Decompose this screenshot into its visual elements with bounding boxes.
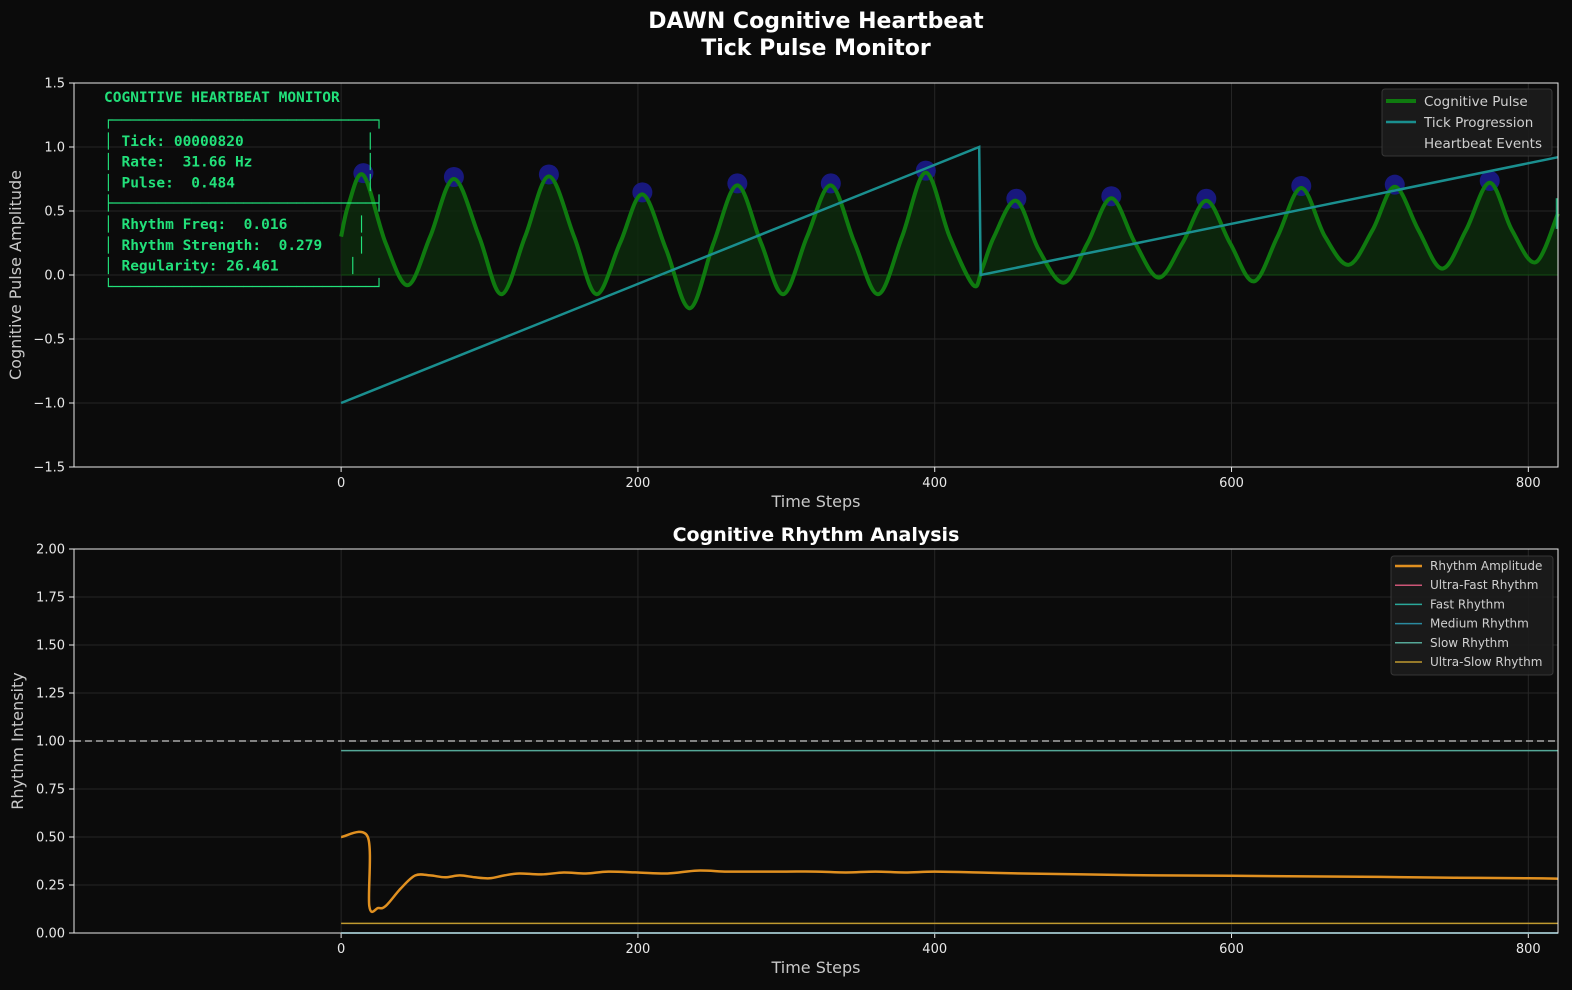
rhythm-legend-label: Ultra-Slow Rhythm: [1430, 655, 1542, 669]
rhythm-y-tick-label: 1.50: [36, 639, 65, 654]
rhythm-y-tick-label: 2.00: [36, 543, 65, 558]
pulse-plot-frame: [73, 82, 1559, 468]
pulse-y-tick-label: −0.5: [33, 333, 65, 348]
rhythm-legend-label: Fast Rhythm: [1430, 597, 1505, 611]
monitor-line: │ Rate: 31.66 Hz │: [104, 153, 375, 171]
pulse-legend-label: Tick Progression: [1423, 115, 1533, 131]
rhythm-y-tick-label: 1.75: [36, 591, 65, 606]
rhythm-x-tick-label: 200: [626, 942, 651, 957]
monitor-line: │ Rhythm Freq: 0.016 │: [104, 215, 366, 233]
monitor-line: │ Rhythm Strength: 0.279 │: [104, 236, 366, 254]
rhythm-legend-label: Ultra-Fast Rhythm: [1430, 578, 1538, 592]
rhythm-x-tick-label: 400: [922, 942, 947, 957]
pulse-y-tick-label: −1.0: [33, 397, 65, 412]
pulse-legend-box: [1381, 88, 1553, 157]
monitor-line: └──────────────────────────────┘: [104, 277, 383, 295]
pulse-x-tick-label: 400: [922, 476, 947, 491]
rhythm-legend-label: Slow Rhythm: [1430, 636, 1509, 650]
pulse-x-tick-label: 800: [1516, 476, 1541, 491]
rhythm-x-tick-label: 0: [337, 942, 345, 957]
pulse-x-tick-label: 600: [1219, 476, 1244, 491]
pulse-x-axis-label: Time Steps: [770, 492, 860, 511]
rhythm-amplitude-line: [340, 830, 1559, 914]
rhythm-y-tick-label: 0.50: [36, 831, 65, 846]
monitor-line: │ Pulse: 0.484 │: [104, 173, 375, 191]
rhythm-y-tick-label: 0.75: [36, 783, 65, 798]
rhythm-legend-label: Medium Rhythm: [1430, 617, 1529, 631]
rhythm-x-axis-label: Time Steps: [770, 958, 860, 977]
pulse-y-tick-label: 1.5: [44, 77, 65, 92]
monitor-line: ├──────────────────────────────┤: [104, 194, 383, 212]
figure-title-line1: DAWN Cognitive Heartbeat: [648, 9, 984, 34]
rhythm-y-axis-label: Rhythm Intensity: [8, 672, 27, 809]
pulse-legend-label: Cognitive Pulse: [1424, 94, 1528, 110]
rhythm-y-tick-label: 0.25: [36, 879, 65, 894]
pulse-x-tick-label: 0: [337, 476, 345, 491]
rhythm-plot-frame: [73, 548, 1559, 934]
rhythm-legend-label: Rhythm Amplitude: [1430, 559, 1542, 573]
rhythm-x-tick-label: 800: [1516, 942, 1541, 957]
pulse-y-tick-label: −1.5: [33, 461, 65, 476]
rhythm-legend-box: [1390, 555, 1554, 676]
cognitive-pulse-line: [339, 170, 1560, 311]
tick-progression-line: [340, 145, 1559, 405]
rhythm-y-tick-label: 0.00: [36, 927, 65, 942]
pulse-y-tick-label: 1.0: [44, 141, 65, 156]
pulse-y-tick-label: 0.5: [44, 205, 65, 220]
monitor-line: │ Tick: 00000820 │: [104, 132, 375, 150]
pulse-legend-label: Heartbeat Events: [1424, 136, 1542, 152]
rhythm-chart-title: Cognitive Rhythm Analysis: [673, 524, 960, 546]
rhythm-x-tick-label: 600: [1219, 942, 1244, 957]
monitor-line: │ Regularity: 26.461 │: [104, 257, 357, 275]
pulse-y-axis-label: Cognitive Pulse Amplitude: [6, 170, 25, 380]
pulse-x-tick-label: 200: [626, 476, 651, 491]
pulse-y-tick-label: 0.0: [44, 269, 65, 284]
rhythm-y-tick-label: 1.25: [36, 687, 65, 702]
monitor-panel: ┌──────────────────────────────┐ │ Tick: …: [104, 113, 383, 295]
rhythm-y-tick-label: 1.00: [36, 735, 65, 750]
monitor-line: ┌──────────────────────────────┐: [104, 113, 383, 129]
figure-title-line2: Tick Pulse Monitor: [701, 36, 931, 61]
monitor-header: COGNITIVE HEARTBEAT MONITOR: [104, 90, 340, 106]
